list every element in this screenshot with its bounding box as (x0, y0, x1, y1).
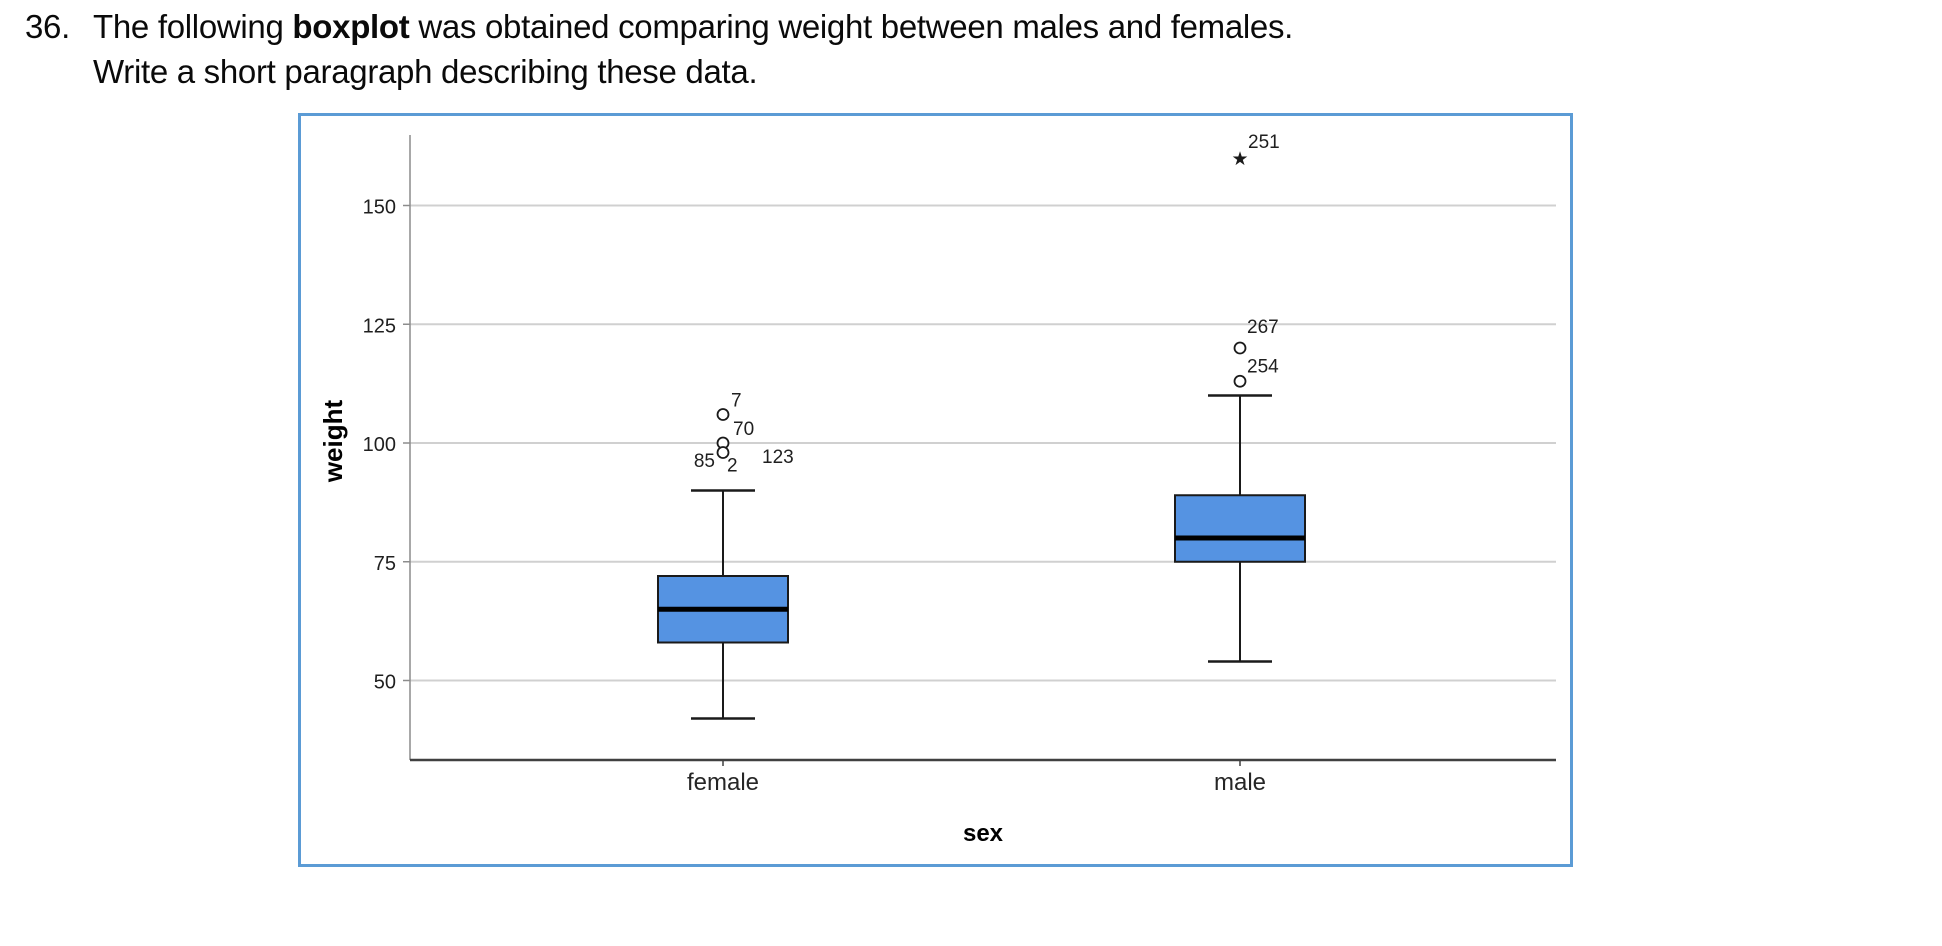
question-number: 36. (25, 8, 70, 45)
y-tick-label: 125 (363, 315, 396, 337)
question: 36. The following boxplot was obtained c… (25, 4, 1293, 94)
outlier-label: 70 (733, 419, 754, 440)
outlier-star-icon: ★ (1231, 149, 1248, 170)
chart-panel: 50 75 100 125 150 weight sex 7 70 85 2 123 female 254… (298, 113, 1573, 867)
category-label: male (1214, 769, 1266, 796)
outlier-circle-icon (716, 446, 730, 459)
boxplot-svg: 50 75 100 125 150 weight sex 7 70 85 2 123 female 254… (318, 132, 1556, 847)
y-tick-label: 100 (363, 434, 396, 456)
question-line1-post: was obtained comparing weight between ma… (409, 8, 1294, 45)
outlier-circle-icon (1233, 374, 1247, 388)
question-line2: Write a short paragraph describing these… (93, 53, 758, 90)
outlier-label: 123 (762, 447, 794, 468)
boxplot-term: boxplot (292, 8, 410, 45)
outlier-circle-icon (716, 408, 730, 421)
category-label: female (687, 769, 759, 796)
outlier-label: 254 (1247, 356, 1279, 377)
outlier-label: 251 (1248, 132, 1280, 153)
outlier-label: 7 (731, 391, 742, 412)
y-tick-label: 150 (363, 197, 396, 219)
question-line1-pre: The following (93, 8, 293, 45)
question-text: The following boxplot was obtained compa… (93, 4, 1293, 94)
y-tick-label: 50 (374, 672, 396, 694)
y-axis-title: weight (318, 400, 348, 484)
outlier-label: 2 (727, 456, 738, 477)
outlier-label: 85 (694, 451, 715, 472)
box (1174, 494, 1306, 563)
outlier-label: 267 (1247, 317, 1279, 338)
x-axis-title: sex (963, 820, 1004, 847)
outlier-circle-icon (1233, 341, 1247, 355)
question-line1: The following boxplot was obtained compa… (93, 8, 1293, 45)
y-tick-label: 75 (374, 553, 396, 575)
